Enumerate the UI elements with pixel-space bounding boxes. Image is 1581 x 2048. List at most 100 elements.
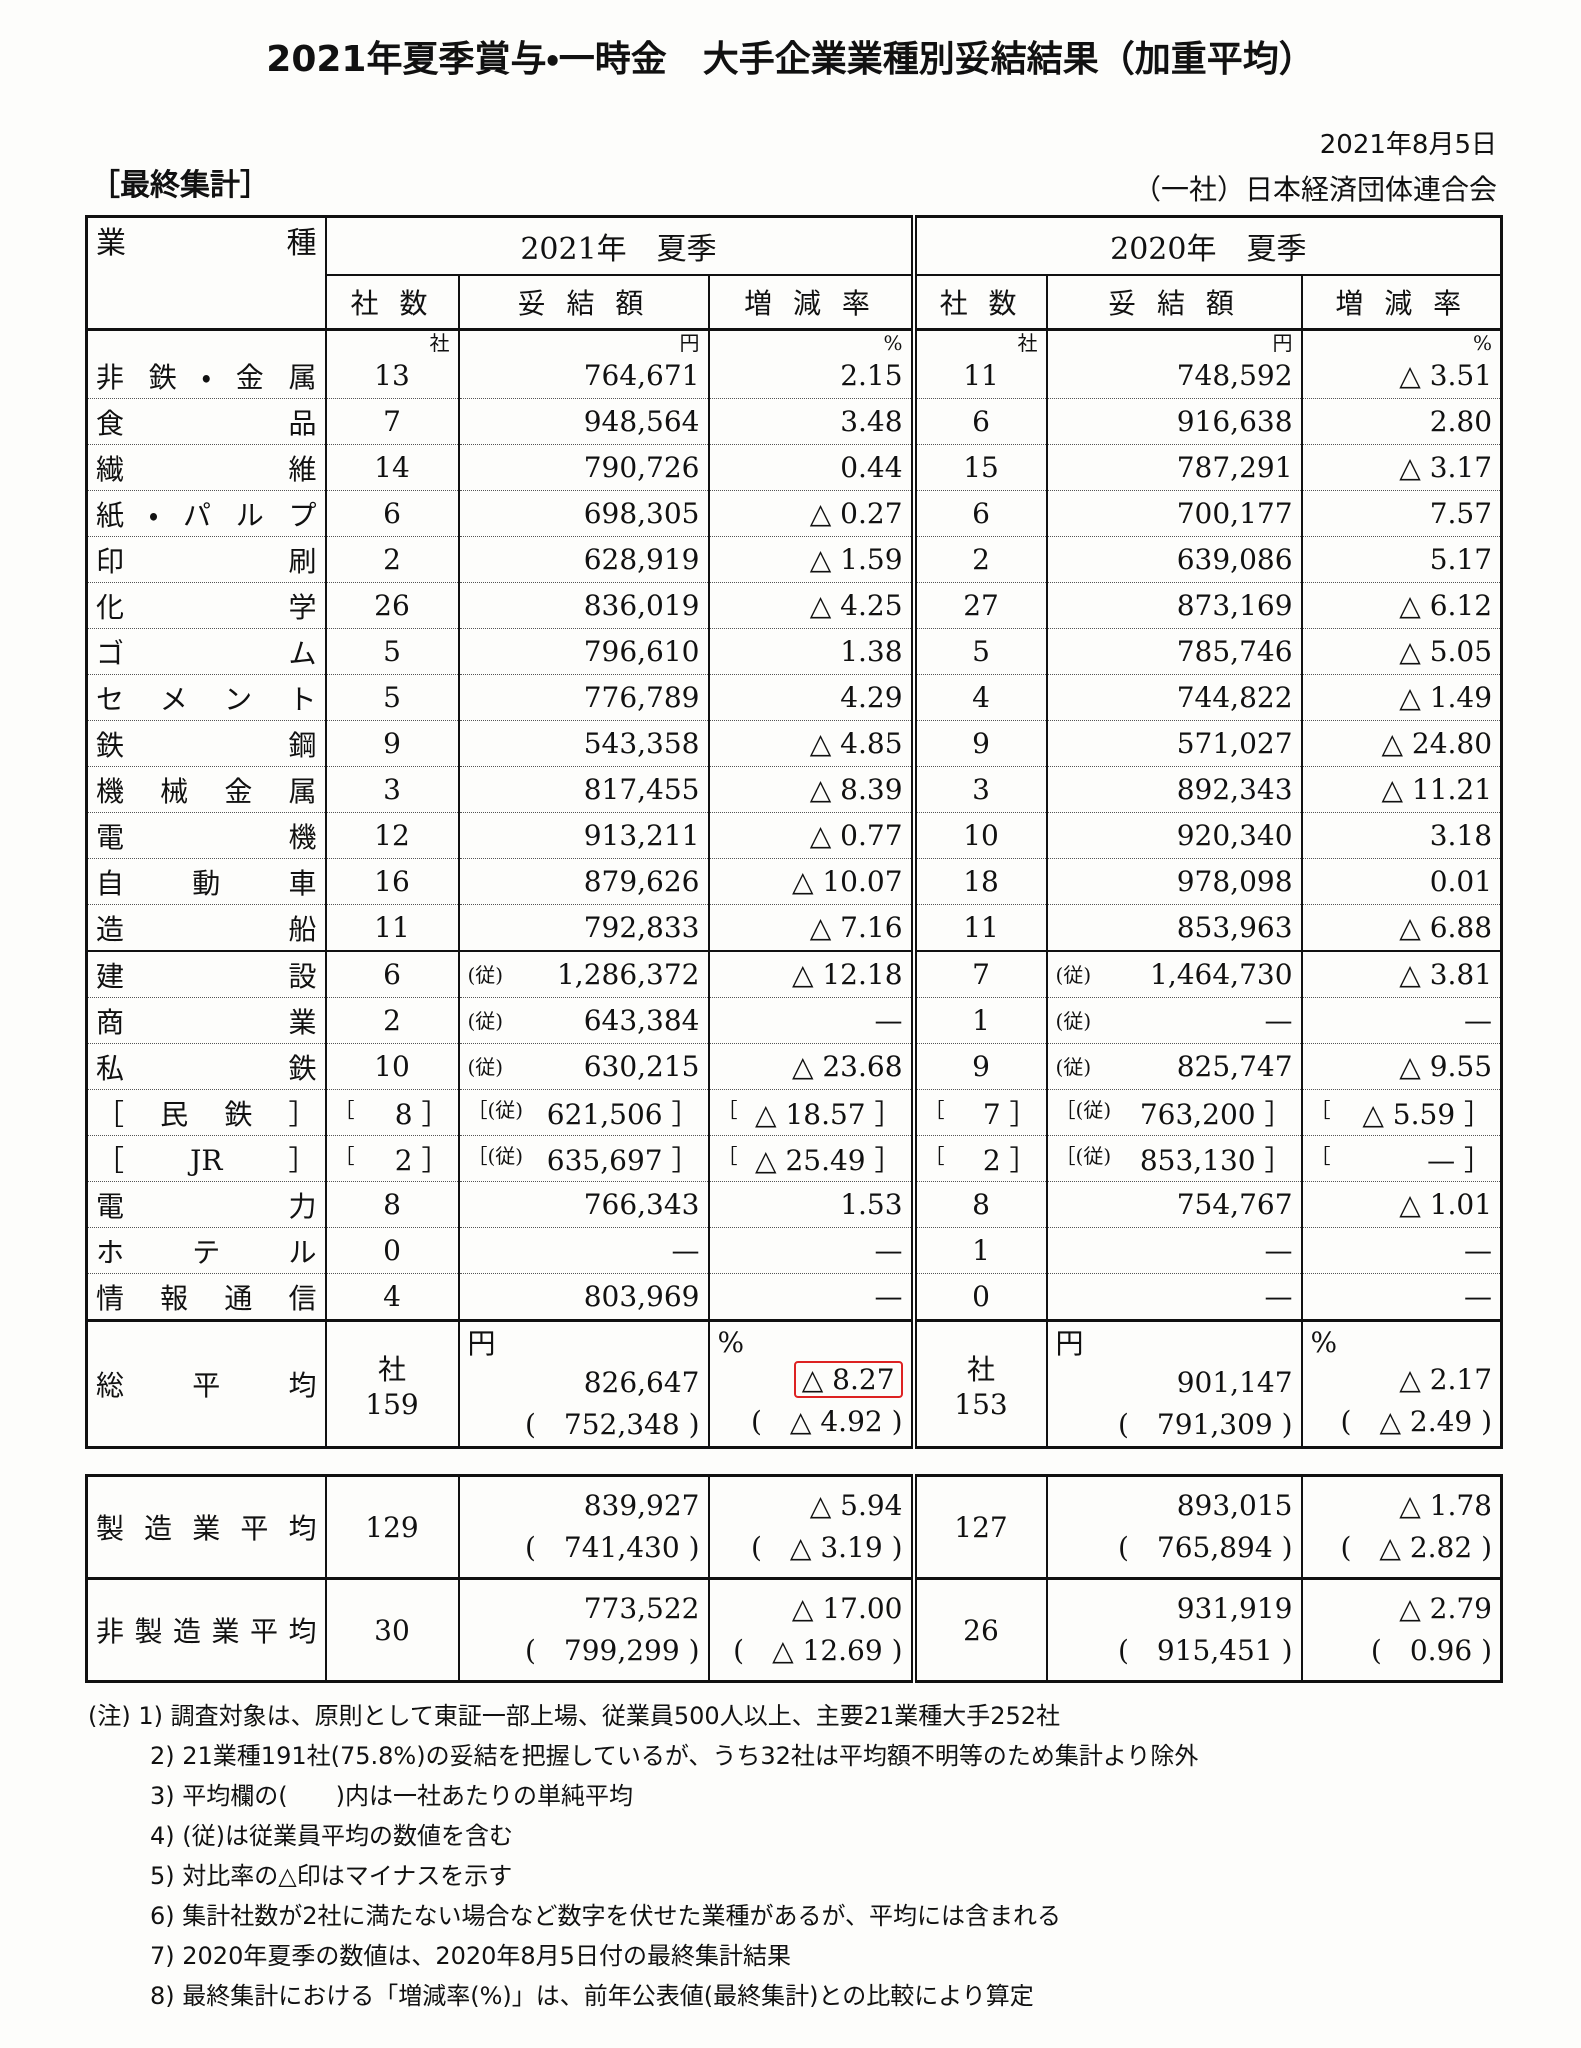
cell: 6 xyxy=(910,398,1047,445)
cell-value: 2 ］ xyxy=(982,1143,1038,1177)
note: (注) 1) 調査対象は、原則として東証一部上場、従業員500人以上、主要21業… xyxy=(88,1702,1061,1730)
industry-label: 電機 xyxy=(85,812,326,859)
amount: ( 741,430 ) xyxy=(524,1531,700,1564)
rate-cell: % △ 8.27 ( △ 4.92 ) xyxy=(707,1319,914,1448)
cell: 6 xyxy=(910,490,1047,537)
unit: 社 xyxy=(377,1352,406,1386)
cell: 8 xyxy=(324,1181,459,1228)
cell: △ 6.88 xyxy=(1300,904,1502,952)
amount-line: 826,647 xyxy=(468,1362,700,1404)
rate-line: ( △ 4.92 ) xyxy=(718,1401,903,1443)
amount-line: 839,927 xyxy=(468,1485,700,1527)
cell: △ 0.27 xyxy=(707,490,914,537)
amount-line: 931,919 xyxy=(1056,1588,1293,1630)
average-row: 製造業平均 129 839,927 ( 741,430 ) △ 5.94 ( △ 3.19… xyxy=(85,1475,1502,1579)
cell-prefix: ［ xyxy=(717,1097,738,1122)
count-cell: 社 153 xyxy=(910,1319,1047,1448)
column-header: 妥 結 額 xyxy=(1045,275,1302,331)
cell-prefix: ［ xyxy=(924,1097,945,1122)
count: 159 xyxy=(365,1387,419,1421)
cell-value: 621,506 ］ xyxy=(546,1097,700,1131)
cell-value: △ 25.49 ］ xyxy=(755,1143,903,1177)
industry-label: 情報通信 xyxy=(85,1273,326,1321)
rate-line: ( △ 3.19 ) xyxy=(718,1527,903,1569)
cell: ［(従) 763,200 ］ xyxy=(1045,1089,1302,1136)
date: 2021年8月5日 xyxy=(1319,130,1497,160)
amount: 826,647 xyxy=(583,1366,700,1399)
cell-prefix: ［(従) xyxy=(467,1143,524,1168)
note: 7) 2020年夏季の数値は、2020年8月5日付の最終集計結果 xyxy=(150,1942,791,1970)
sector-average-table: 製造業平均 129 839,927 ( 741,430 ) △ 5.94 ( △ 3.19… xyxy=(85,1474,1503,1683)
cell: 0.44 xyxy=(707,444,914,491)
industry-label: 繊維 xyxy=(85,444,326,491)
cell: 6 xyxy=(324,951,459,998)
cell: ［(従) 621,506 ］ xyxy=(457,1089,709,1136)
cell: (従) 630,215 xyxy=(457,1043,709,1090)
cell: 5 xyxy=(910,628,1047,675)
cell: (従) 825,747 xyxy=(1045,1043,1302,1090)
industry-label: 商業 xyxy=(85,997,326,1044)
industry-label: 自動車 xyxy=(85,858,326,905)
rate: △ 2.79 xyxy=(1399,1592,1492,1625)
cell: 1.38 xyxy=(707,628,914,675)
amount-line: 901,147 xyxy=(1056,1362,1293,1404)
amount-line: ( 765,894 ) xyxy=(1056,1527,1293,1569)
industry-label: 建設 xyxy=(85,951,326,998)
cell: 766,343 xyxy=(457,1181,709,1228)
cell: — xyxy=(1045,1227,1302,1274)
industry-row: 建設 6 (従) 1,286,372 △ 12.18 7 (従) 1,464,730 △ 3.8… xyxy=(85,951,1502,998)
cell-prefix: ［ xyxy=(1310,1097,1331,1122)
rate-cell: △ 5.94 ( △ 3.19 ) xyxy=(707,1475,914,1579)
cell: ［ 2 ］ xyxy=(910,1135,1047,1182)
average-label: 非製造業平均 xyxy=(85,1577,326,1682)
average-label: 製造業平均 xyxy=(85,1475,326,1579)
cell-value: 8 ］ xyxy=(394,1097,450,1131)
cell: — xyxy=(457,1227,709,1274)
cell: 6 xyxy=(324,490,459,537)
industry-row: 自動車 16 879,626 △ 10.07 18 978,098 0.01 xyxy=(85,858,1502,905)
cell: — xyxy=(1300,1273,1502,1321)
amount: ( 799,299 ) xyxy=(524,1634,700,1667)
industry-label: 化学 xyxy=(85,582,326,629)
cell: 0 xyxy=(910,1273,1047,1321)
cell: 8 xyxy=(910,1181,1047,1228)
count: 153 xyxy=(954,1387,1008,1421)
column-header: 社 数 xyxy=(910,275,1047,331)
industry-row: 繊維 14 790,726 0.44 15 787,291 △ 3.17 xyxy=(85,444,1502,491)
cell: 5.17 xyxy=(1300,536,1502,583)
cell: 790,726 xyxy=(457,444,709,491)
cell: ［ 8 ］ xyxy=(324,1089,459,1136)
amount: ( 752,348 ) xyxy=(524,1408,700,1441)
cell-prefix: ［(従) xyxy=(467,1097,524,1122)
cell: (従) — xyxy=(1045,997,1302,1044)
column-header: 妥 結 額 xyxy=(457,275,709,331)
rate-line: ( △ 2.82 ) xyxy=(1311,1527,1492,1569)
cell: 2.15 xyxy=(707,353,914,399)
cell-value: 643,384 xyxy=(583,1003,700,1037)
cell: 5 xyxy=(324,674,459,721)
note: 6) 集計社数が2社に満たない場合など数字を伏せた業種があるが、平均には含まれる xyxy=(150,1902,1062,1930)
industry-row: 造船 11 792,833 △ 7.16 11 853,963 △ 6.88 xyxy=(85,904,1502,952)
cell: 7.57 xyxy=(1300,490,1502,537)
spacer xyxy=(85,329,326,353)
rate: ( 0.96 ) xyxy=(1370,1634,1492,1667)
cell: 543,358 xyxy=(457,720,709,767)
note: 8) 最終集計における「増減率(%)」は、前年公表値(最終集計)との比較により算… xyxy=(150,1982,1034,2010)
cell-prefix: (従) xyxy=(467,962,504,987)
cell: 803,969 xyxy=(457,1273,709,1321)
amount: 931,919 xyxy=(1176,1592,1293,1625)
industry-label: 非鉄・金属 xyxy=(85,353,326,399)
cell: (従) 1,464,730 xyxy=(1045,951,1302,998)
rate: ( △ 4.92 ) xyxy=(751,1404,903,1438)
cell: 9 xyxy=(910,720,1047,767)
rate: △ 17.00 xyxy=(791,1592,903,1625)
cell-prefix: ［(従) xyxy=(1055,1097,1112,1122)
count-cell: 127 xyxy=(910,1475,1047,1579)
cell: 11 xyxy=(910,904,1047,952)
cell: 4 xyxy=(910,674,1047,721)
cell-value: 1,286,372 xyxy=(556,957,700,991)
cell: △ 9.55 xyxy=(1300,1043,1502,1090)
cell: △ 6.12 xyxy=(1300,582,1502,629)
cell-prefix: ［ xyxy=(924,1143,945,1168)
cell: 700,177 xyxy=(1045,490,1302,537)
